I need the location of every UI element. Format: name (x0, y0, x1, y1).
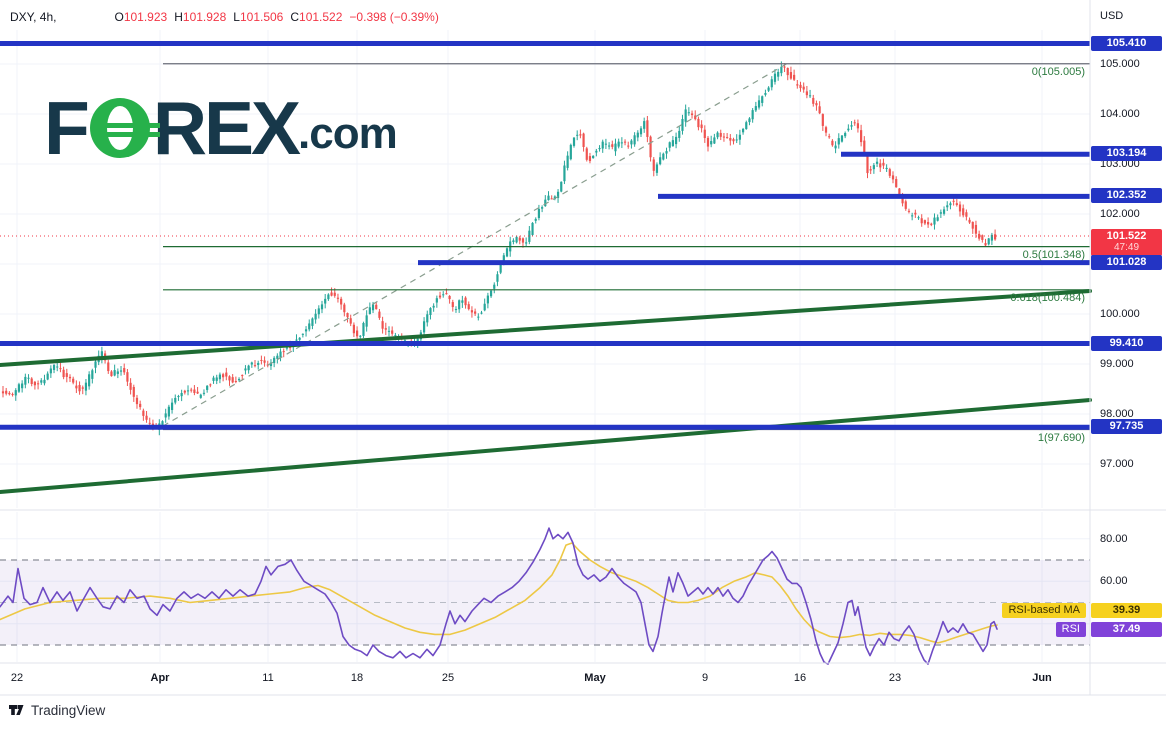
tradingview-attribution[interactable]: TradingView (8, 702, 105, 718)
rsi-chip: RSI (1055, 622, 1086, 637)
time-axis-label: 25 (441, 672, 455, 684)
forex-logo: F REX .com (44, 86, 398, 170)
forex-logo-o-icon (89, 98, 160, 158)
rsi-axis-label: 80.00 (1100, 532, 1128, 545)
time-axis-label: May (584, 672, 606, 684)
time-axis-label: 22 (10, 672, 24, 684)
rsi-ma-chip: RSI-based MA (1002, 603, 1086, 618)
time-axis-label: 11 (262, 672, 274, 684)
time-axis-label: 23 (888, 672, 902, 684)
ohlc-high: H101.928 (174, 10, 227, 24)
tradingview-logo-icon[interactable] (8, 702, 25, 718)
price-level-badge: 99.410 (1091, 335, 1162, 351)
time-axis-label: 16 (793, 672, 807, 684)
fib-level-label: 0(105.005) (1031, 65, 1085, 78)
price-level-badge: 102.352 (1091, 188, 1162, 204)
rsi-axis-label: 60.00 (1100, 575, 1128, 588)
fib-level-label: 0.618(100.484) (1010, 291, 1085, 304)
time-axis-label: 9 (701, 672, 709, 684)
symbol-title: DXY, 4h, (10, 10, 57, 24)
tradingview-brand-text: TradingView (31, 702, 106, 718)
price-axis-label: 99.000 (1100, 358, 1134, 370)
ohlc-low: L101.506 (233, 10, 284, 24)
price-level-badge: 97.735 (1091, 419, 1162, 435)
price-axis-label: 97.000 (1100, 458, 1134, 470)
time-axis-label: Jun (1032, 672, 1052, 684)
currency-label: USD (1100, 10, 1124, 22)
current-price-badge: 101.522 47:49 (1091, 229, 1162, 256)
price-axis-label: 100.000 (1100, 308, 1140, 320)
forex-logo-com: .com (298, 109, 398, 158)
forex-logo-f: F (44, 86, 90, 170)
ohlc-close: C101.522 (290, 10, 343, 24)
price-level-badge: 103.194 (1091, 146, 1162, 162)
price-level-badge: 105.410 (1091, 35, 1162, 51)
time-axis-label: Apr (150, 672, 170, 684)
price-axis-label: 102.000 (1100, 208, 1140, 220)
fib-level-label: 1(97.690) (1037, 431, 1085, 444)
bar-countdown: 47:49 (1113, 242, 1140, 253)
price-axis-label: 105.000 (1100, 58, 1140, 70)
rsi-value-badge: 37.49 (1091, 622, 1162, 637)
rsi-ma-value-badge: 39.39 (1091, 603, 1162, 618)
time-axis-label: 18 (350, 672, 364, 684)
price-axis-label: 104.000 (1100, 108, 1140, 120)
forex-logo-rex: REX (152, 86, 301, 170)
change-value: −0.398 (−0.39%) (349, 10, 439, 24)
symbol-legend[interactable]: DXY, 4h, O101.923 H101.928 L101.506 C101.522… (10, 10, 439, 24)
ohlc-open: O101.923 (114, 10, 168, 24)
price-level-badge: 101.028 (1091, 254, 1162, 270)
price-axis-label: 98.000 (1100, 408, 1134, 420)
fib-level-label: 0.5(101.348) (1022, 248, 1085, 261)
